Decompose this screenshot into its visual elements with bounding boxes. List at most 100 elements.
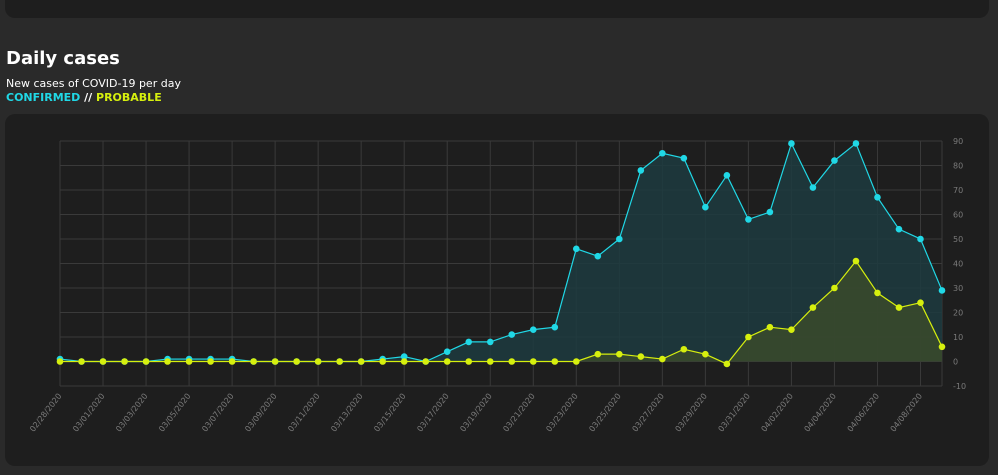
confirmed-point xyxy=(400,353,408,360)
confirmed-point xyxy=(594,252,602,260)
x-tick-label: 03/25/2020 xyxy=(587,392,622,434)
probable-point xyxy=(271,358,279,365)
y-tick-label: 60 xyxy=(953,211,963,220)
top-panel xyxy=(5,0,989,18)
y-tick-label: 50 xyxy=(953,235,963,244)
daily-cases-chart[interactable]: 90 80 70 60 50 40 30 20 10 0 -10 02/28/2020 03/01/20… xyxy=(5,114,989,466)
probable-point xyxy=(185,358,193,365)
y-tick-label: 40 xyxy=(953,260,963,269)
probable-point xyxy=(250,358,257,365)
probable-point xyxy=(228,358,236,365)
x-tick-label: 04/02/2020 xyxy=(760,392,795,434)
confirmed-point xyxy=(443,348,451,355)
probable-point xyxy=(659,355,666,363)
probable-point xyxy=(164,358,171,365)
confirmed-point xyxy=(852,140,860,147)
confirmed-line xyxy=(59,141,943,363)
probable-point xyxy=(572,358,580,365)
confirmed-point xyxy=(788,140,795,147)
legend: CONFIRMED // PROBABLE xyxy=(6,91,162,104)
probable-point xyxy=(788,326,795,333)
confirmed-point xyxy=(723,172,731,179)
confirmed-point xyxy=(465,338,473,346)
probable-point xyxy=(938,343,946,351)
confirmed-point xyxy=(874,194,881,201)
x-tick-label: 03/13/2020 xyxy=(329,392,364,434)
y-tick-label: 20 xyxy=(953,309,963,318)
y-tick-label: 70 xyxy=(953,186,963,195)
confirmed-point xyxy=(745,216,752,223)
x-tick-label: 03/01/2020 xyxy=(71,392,106,434)
confirmed-point xyxy=(680,154,688,162)
x-tick-label: 03/31/2020 xyxy=(716,392,751,434)
probable-point xyxy=(207,358,214,365)
confirmed-point xyxy=(508,331,516,338)
x-tick-label: 04/08/2020 xyxy=(889,392,924,434)
confirmed-point xyxy=(616,235,623,243)
confirmed-point xyxy=(637,167,645,174)
x-tick-label: 03/07/2020 xyxy=(200,392,235,434)
probable-point xyxy=(465,358,473,365)
chart-panel: 90 80 70 60 50 40 30 20 10 0 -10 02/28/2020 03/01/20… xyxy=(5,114,989,466)
x-tick-label: 03/03/2020 xyxy=(114,392,149,434)
legend-probable[interactable]: PROBABLE xyxy=(96,91,162,104)
y-tick-label: 10 xyxy=(953,333,963,342)
y-tick-label: -10 xyxy=(953,382,966,391)
confirmed-point xyxy=(486,338,494,346)
y-tick-label: 0 xyxy=(953,358,958,367)
y-tick-label: 80 xyxy=(953,162,963,171)
probable-point xyxy=(508,358,516,365)
chart-subtitle: New cases of COVID-19 per day xyxy=(6,77,181,90)
x-tick-label: 03/11/2020 xyxy=(286,392,321,434)
x-tick-label: 03/05/2020 xyxy=(157,392,192,434)
x-tick-label: 03/27/2020 xyxy=(630,392,665,434)
probable-point xyxy=(422,358,430,365)
probable-point xyxy=(357,358,365,365)
probable-line xyxy=(60,260,943,365)
probable-point xyxy=(702,350,709,358)
probable-point xyxy=(852,257,860,265)
probable-point xyxy=(723,360,731,368)
confirmed-point xyxy=(831,157,838,164)
probable-point xyxy=(680,345,688,353)
confirmed-point xyxy=(659,149,666,157)
probable-point xyxy=(616,350,623,358)
probable-point xyxy=(314,358,322,365)
confirmed-point xyxy=(809,184,817,191)
probable-point xyxy=(142,358,150,365)
legend-confirmed[interactable]: CONFIRMED xyxy=(6,91,81,104)
y-tick-label: 90 xyxy=(953,137,963,146)
legend-separator: // xyxy=(80,91,97,104)
probable-point xyxy=(56,358,64,365)
probable-point xyxy=(637,353,645,360)
x-tick-label: 03/19/2020 xyxy=(458,392,493,434)
probable-point xyxy=(809,304,817,311)
probable-point xyxy=(831,284,838,292)
probable-point xyxy=(336,358,343,365)
confirmed-area xyxy=(60,143,942,362)
x-tick-label: 03/17/2020 xyxy=(415,392,450,434)
probable-point xyxy=(99,358,107,365)
confirmed-point xyxy=(938,287,946,294)
probable-point xyxy=(745,333,752,341)
y-tick-label: 30 xyxy=(953,284,963,293)
probable-point xyxy=(551,358,559,365)
confirmed-point xyxy=(572,245,580,253)
x-tick-label: 04/04/2020 xyxy=(803,392,838,434)
confirmed-point xyxy=(895,225,903,233)
confirmed-point xyxy=(766,208,774,216)
probable-point xyxy=(78,358,85,365)
x-tick-label: 02/28/2020 xyxy=(28,392,63,434)
x-tick-label: 03/29/2020 xyxy=(673,392,708,434)
x-tick-label: 04/06/2020 xyxy=(846,392,881,434)
confirmed-point xyxy=(551,323,559,331)
probable-point xyxy=(766,323,774,331)
x-tick-label: 03/21/2020 xyxy=(501,392,536,434)
confirmed-point xyxy=(529,326,537,333)
confirmed-point xyxy=(917,235,924,243)
probable-point xyxy=(121,358,128,365)
probable-point xyxy=(594,350,602,358)
probable-point xyxy=(895,304,903,311)
probable-point xyxy=(529,358,537,365)
probable-point xyxy=(400,358,408,365)
